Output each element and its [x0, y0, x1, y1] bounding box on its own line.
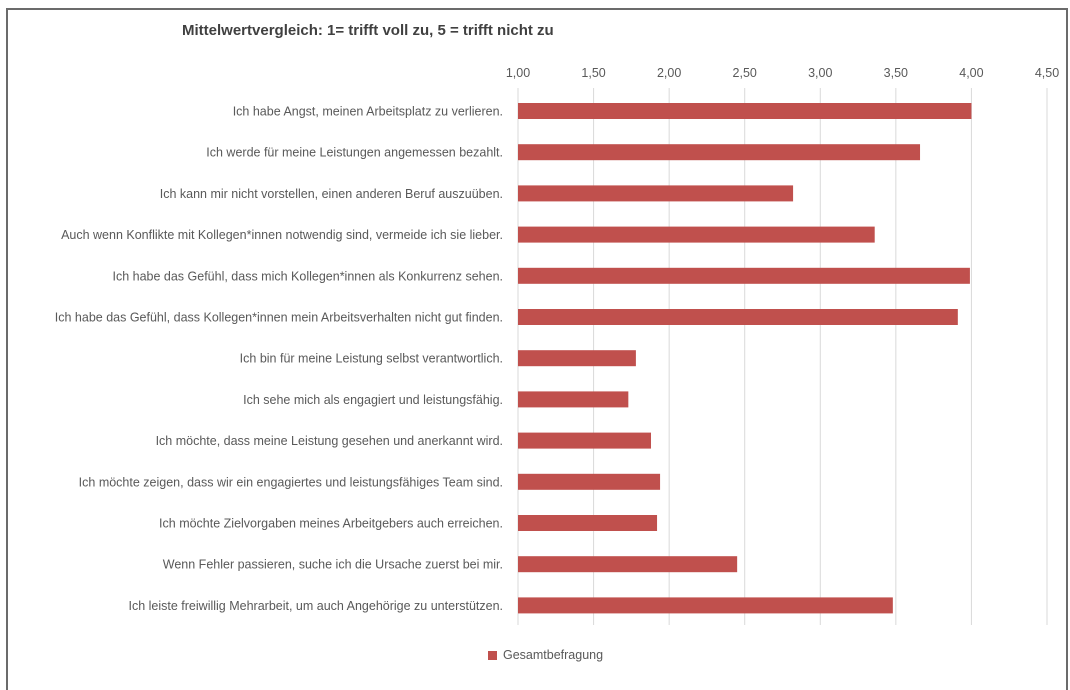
bars — [518, 103, 972, 614]
bar — [518, 309, 958, 325]
category-label: Wenn Fehler passieren, suche ich die Urs… — [163, 558, 503, 572]
x-tick-label: 1,50 — [581, 66, 605, 80]
legend-swatch — [488, 650, 497, 660]
category-label: Ich werde für meine Leistungen angemesse… — [206, 146, 503, 160]
chart-title: Mittelwertvergleich: 1= trifft voll zu, … — [182, 22, 554, 39]
category-label: Ich kann mir nicht vorstellen, einen and… — [160, 187, 503, 201]
bar — [518, 515, 658, 531]
bar — [518, 473, 661, 490]
bar — [518, 597, 893, 614]
x-tick-label: 3,00 — [808, 66, 832, 80]
bar — [518, 144, 921, 161]
category-labels: Ich habe Angst, meinen Arbeitsplatz zu v… — [55, 105, 503, 613]
bar — [518, 350, 636, 367]
category-label: Ich möchte Zielvorgaben meines Arbeitgeb… — [159, 517, 503, 531]
category-label: Ich bin für meine Leistung selbst verant… — [240, 352, 503, 366]
x-axis-ticks: 1,00 1,50 2,00 2,50 3,00 3,50 4,00 4,50 — [506, 66, 1059, 80]
category-label: Ich möchte, dass meine Leistung gesehen … — [156, 434, 503, 448]
category-label: Ich möchte zeigen, dass wir ein engagier… — [79, 475, 503, 489]
category-label: Ich habe das Gefühl, dass mich Kollegen*… — [112, 269, 503, 283]
bar — [518, 267, 970, 284]
x-tick-label: 4,00 — [959, 66, 983, 80]
bar — [518, 185, 794, 202]
category-label: Auch wenn Konflikte mit Kollegen*innen n… — [61, 228, 503, 242]
category-label: Ich leiste freiwillig Mehrarbeit, um auc… — [129, 599, 504, 613]
x-tick-label: 3,50 — [884, 66, 908, 80]
x-tick-label: 4,50 — [1035, 66, 1059, 80]
bar — [518, 432, 652, 449]
bar — [518, 391, 629, 408]
x-tick-label: 2,50 — [733, 66, 757, 80]
bar — [518, 556, 738, 573]
x-tick-label: 2,00 — [657, 66, 681, 80]
legend-label: Gesamtbefragung — [503, 648, 604, 662]
bar — [518, 226, 875, 243]
legend: Gesamtbefragung — [488, 648, 603, 662]
category-label: Ich habe Angst, meinen Arbeitsplatz zu v… — [233, 105, 503, 119]
bar — [518, 103, 972, 119]
category-label: Ich habe das Gefühl, dass Kollegen*innen… — [55, 311, 503, 325]
x-tick-label: 1,00 — [506, 66, 530, 80]
category-label: Ich sehe mich als engagiert und leistung… — [243, 393, 503, 407]
chart-frame — [6, 8, 1068, 690]
